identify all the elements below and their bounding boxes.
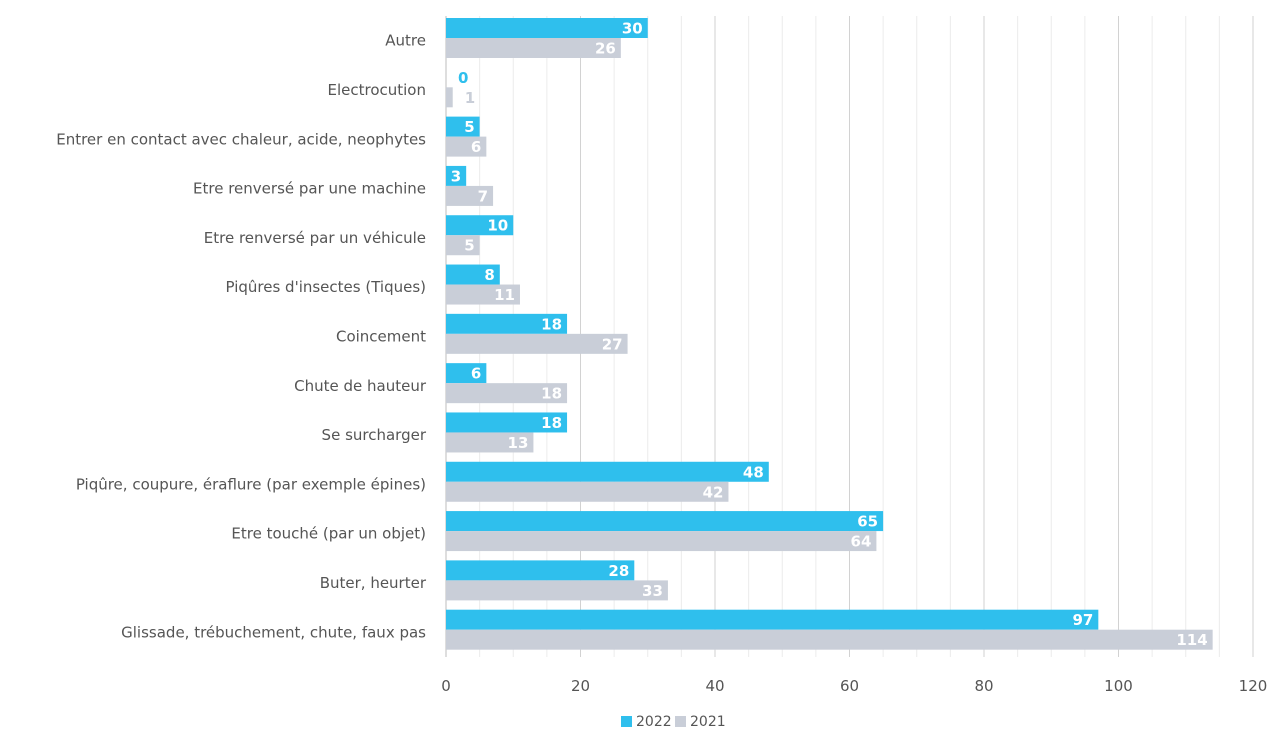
bar-2021: [446, 531, 877, 552]
data-label-2022: 65: [857, 513, 878, 531]
data-label-2022: 3: [451, 167, 461, 185]
data-label-2022: 5: [464, 118, 474, 136]
category-label: Coincement: [336, 328, 426, 346]
data-label-2021: 18: [541, 385, 562, 403]
bar-2021: [446, 136, 487, 157]
bar-2022: [446, 313, 568, 334]
data-label-2021: 11: [494, 286, 515, 304]
bar-2022: [446, 461, 769, 482]
data-label-2022: 8: [484, 266, 494, 284]
bar-2021: [446, 38, 621, 58]
legend-swatch-2022: [621, 716, 632, 727]
data-label-2022: 48: [743, 463, 764, 481]
category-label: Se surcharger: [322, 426, 427, 444]
bar-2021: [446, 333, 628, 354]
data-label-2021: 33: [642, 582, 663, 600]
data-label-2021: 64: [851, 533, 872, 551]
x-tick-label: 100: [1104, 677, 1133, 695]
bar-2021: [446, 87, 453, 108]
bar-2022: [446, 412, 568, 433]
data-label-2021: 114: [1176, 631, 1207, 649]
category-label: Electrocution: [327, 81, 426, 99]
data-label-2021: 5: [464, 237, 474, 255]
bar-2022: [446, 363, 487, 384]
category-label: Etre touché (par un objet): [231, 525, 426, 543]
category-label: Piqûres d'insectes (Tiques): [225, 278, 426, 296]
category-label: Piqûre, coupure, éraflure (par exemple é…: [76, 475, 426, 493]
legend-swatch-2021: [675, 716, 686, 727]
bar-2022: [446, 18, 648, 38]
bar-2022: [446, 165, 467, 186]
bar-2022: [446, 560, 635, 581]
gridlines: [445, 16, 1254, 657]
category-label: Etre renversé par une machine: [193, 180, 426, 198]
legend: 2022 2021: [621, 714, 726, 730]
category-label: Etre renversé par un véhicule: [204, 229, 426, 247]
data-label-2022: 10: [487, 217, 508, 235]
legend-label-2022: 2022: [636, 714, 672, 730]
category-label: Chute de hauteur: [294, 377, 427, 395]
data-label-2022: 6: [471, 365, 481, 383]
data-label-2021: 6: [471, 138, 481, 156]
bar-2022: [446, 511, 884, 532]
bar-2021: [446, 481, 729, 502]
bar-2021: [446, 432, 534, 453]
x-tick-label: 20: [571, 677, 590, 695]
category-label: Buter, heurter: [320, 574, 427, 592]
bar-2021: [446, 629, 1213, 650]
x-axis-ticks: 0 20 40 60 80 100 120: [441, 677, 1267, 695]
x-tick-label: 80: [974, 677, 993, 695]
data-label-2022: 18: [541, 315, 562, 333]
data-label-2022: 0: [458, 69, 468, 87]
bar-2021: [446, 284, 520, 305]
legend-label-2021: 2021: [690, 714, 726, 730]
data-label-2022: 28: [608, 562, 629, 580]
bar-2022: [446, 609, 1099, 630]
data-label-2022: 97: [1072, 611, 1093, 629]
data-label-2021: 7: [478, 187, 488, 205]
category-label: Entrer en contact avec chaleur, acide, n…: [56, 130, 426, 148]
category-label: Glissade, trébuchement, chute, faux pas: [121, 623, 426, 641]
bar-2022: [446, 264, 500, 285]
x-tick-label: 0: [441, 677, 451, 695]
bar-2021: [446, 235, 480, 256]
data-label-2021: 42: [703, 483, 724, 501]
bar-2021: [446, 580, 668, 601]
bars: 3026015637105811182761818134842656428339…: [446, 18, 1213, 650]
bar-2021: [446, 383, 568, 404]
category-labels: Autre Electrocution Entrer en contact avec…: [56, 32, 427, 642]
x-tick-label: 40: [705, 677, 724, 695]
x-tick-label: 120: [1239, 677, 1268, 695]
data-label-2021: 1: [465, 89, 475, 107]
bar-2022: [446, 215, 514, 236]
data-label-2022: 18: [541, 414, 562, 432]
x-tick-label: 60: [840, 677, 859, 695]
data-label-2022: 30: [622, 20, 643, 38]
data-label-2021: 27: [602, 335, 623, 353]
bar-2022: [446, 116, 480, 137]
category-label: Autre: [385, 32, 426, 50]
data-label-2021: 26: [595, 40, 616, 58]
bar-2021: [446, 185, 494, 206]
data-label-2021: 13: [508, 434, 529, 452]
